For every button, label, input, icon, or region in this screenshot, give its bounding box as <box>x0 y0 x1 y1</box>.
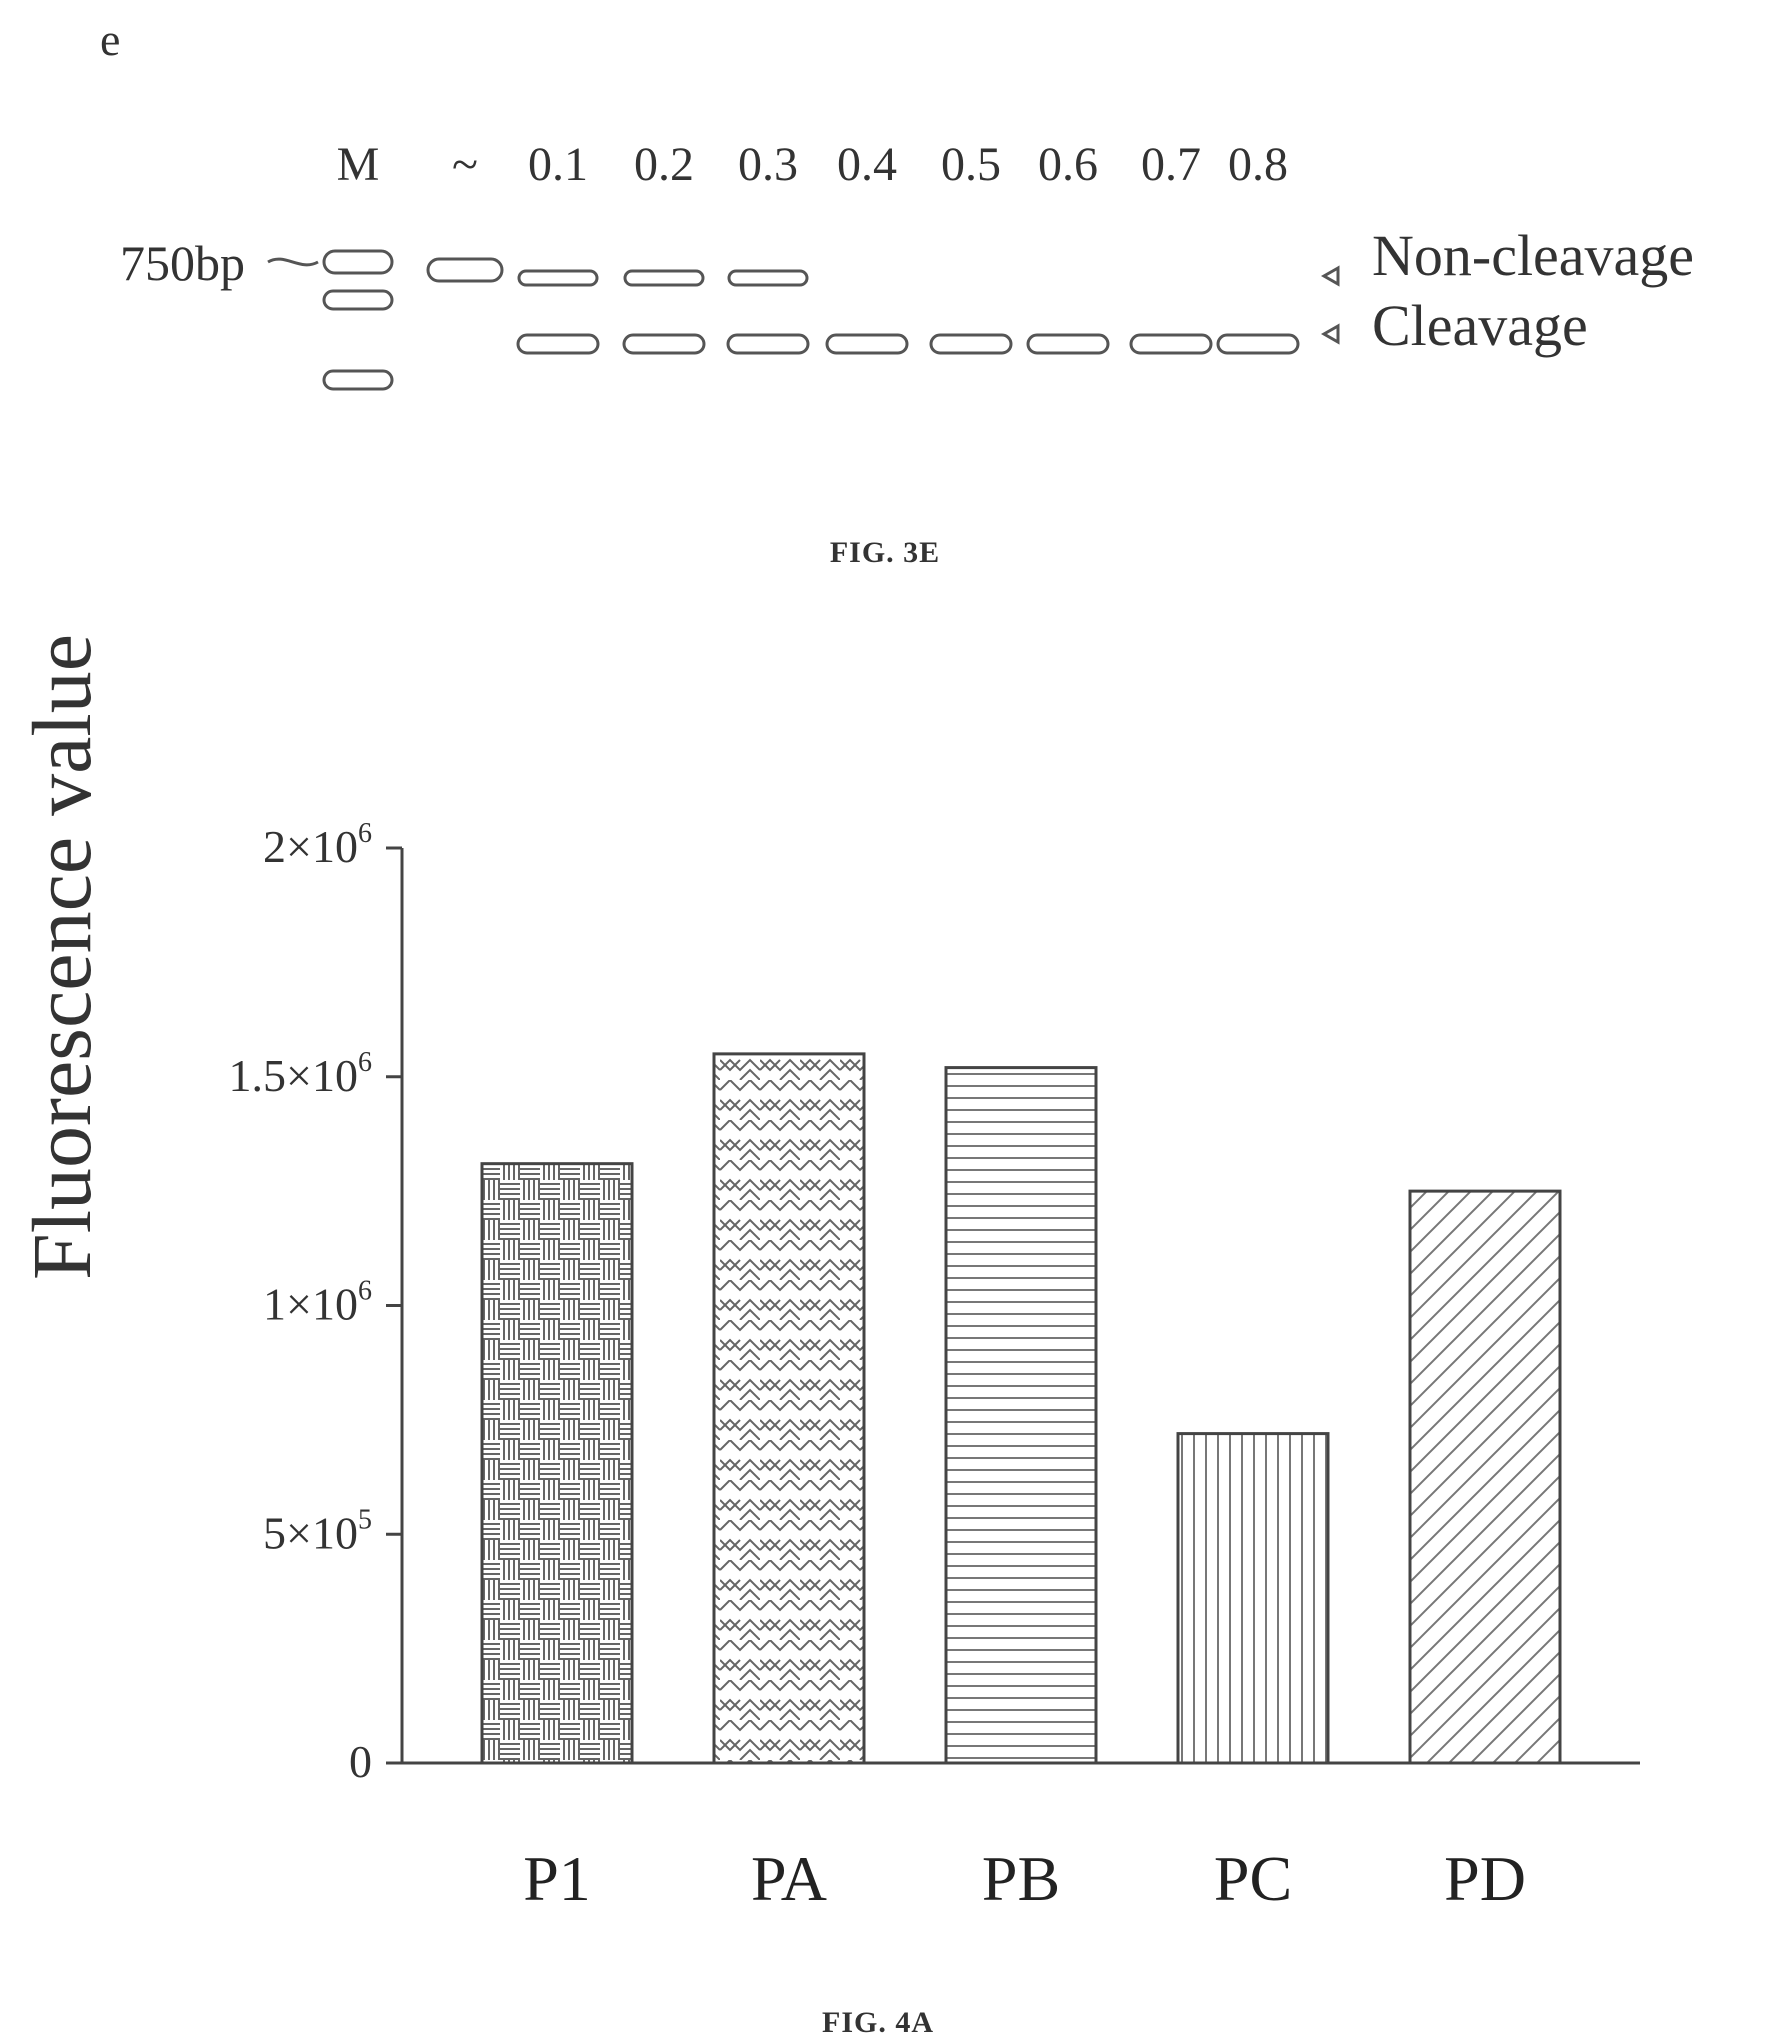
gel-figure: e M ~0.1 0.2 0.3 0.4 0.5 0.6 0.7 0.8 750bp Non-c… <box>100 14 1694 569</box>
cleavage-arrow-icon <box>1320 323 1340 345</box>
gel-band <box>516 333 600 355</box>
x-tick-label: PA <box>751 1843 827 1914</box>
gel-band <box>322 249 394 275</box>
x-tick-label: PB <box>982 1843 1060 1914</box>
x-tick-label: PC <box>1214 1843 1292 1914</box>
x-tick-label: PD <box>1444 1843 1526 1914</box>
bars <box>480 1052 1562 1765</box>
gel-band <box>322 289 394 311</box>
non-cleavage-label: Non-cleavage <box>1372 223 1694 288</box>
gel-band <box>1129 333 1213 355</box>
lane-label: 0.1 <box>528 138 588 191</box>
y-tick-label: 1.5×106 <box>229 1047 372 1101</box>
lane-label: 0.5 <box>941 138 1001 191</box>
gel-band <box>727 269 809 287</box>
marker-size-label: 750bp <box>120 235 245 291</box>
lane-label: 0.4 <box>837 138 897 191</box>
x-tick-label: P1 <box>523 1843 591 1914</box>
gel-band <box>825 333 909 355</box>
lane-labels: M ~0.1 0.2 0.3 0.4 0.5 0.6 0.7 0.8 <box>337 138 1288 191</box>
lane-label: 0.8 <box>1228 138 1288 191</box>
y-tick-label: 2×106 <box>263 818 372 872</box>
y-tick-label: 5×105 <box>263 1504 372 1558</box>
lane-label: 0.2 <box>634 138 694 191</box>
y-tick-label: 1×106 <box>263 1276 372 1330</box>
lane-label: 0.6 <box>1038 138 1098 191</box>
non-cleavage-arrow-icon <box>1320 265 1340 287</box>
lane-label: M <box>337 138 380 191</box>
bar-pd <box>1408 1189 1562 1765</box>
gel-bands <box>322 249 1300 391</box>
gel-band <box>622 333 706 355</box>
bar-pc <box>1176 1432 1330 1765</box>
gel-band <box>322 369 394 391</box>
y-axis-label: Fluorescence value <box>16 634 109 1280</box>
lane-label: ~ <box>452 138 478 191</box>
lane-label: 0.7 <box>1141 138 1201 191</box>
panel-letter: e <box>100 14 120 65</box>
gel-band <box>929 333 1013 355</box>
lane-label: 0.3 <box>738 138 798 191</box>
cleavage-label: Cleavage <box>1372 293 1588 358</box>
gel-band <box>726 333 810 355</box>
gel-band <box>1026 333 1110 355</box>
gel-band <box>517 269 599 287</box>
bar-p1 <box>480 1162 634 1765</box>
y-axis: 0 5×105 1×106 1.5×106 2×106 <box>229 818 402 1787</box>
bar-pb <box>944 1066 1098 1765</box>
gel-band <box>623 269 705 287</box>
x-axis-labels: P1 PA PB PC PD <box>523 1843 1526 1914</box>
gel-band <box>426 257 504 283</box>
marker-tick <box>267 257 319 267</box>
bar-pa <box>712 1052 866 1765</box>
gel-band <box>1216 333 1300 355</box>
y-tick-label: 0 <box>349 1736 372 1787</box>
fig3e-caption: FIG. 3E <box>830 536 940 569</box>
fig4a-caption: FIG. 4A <box>822 2006 934 2038</box>
